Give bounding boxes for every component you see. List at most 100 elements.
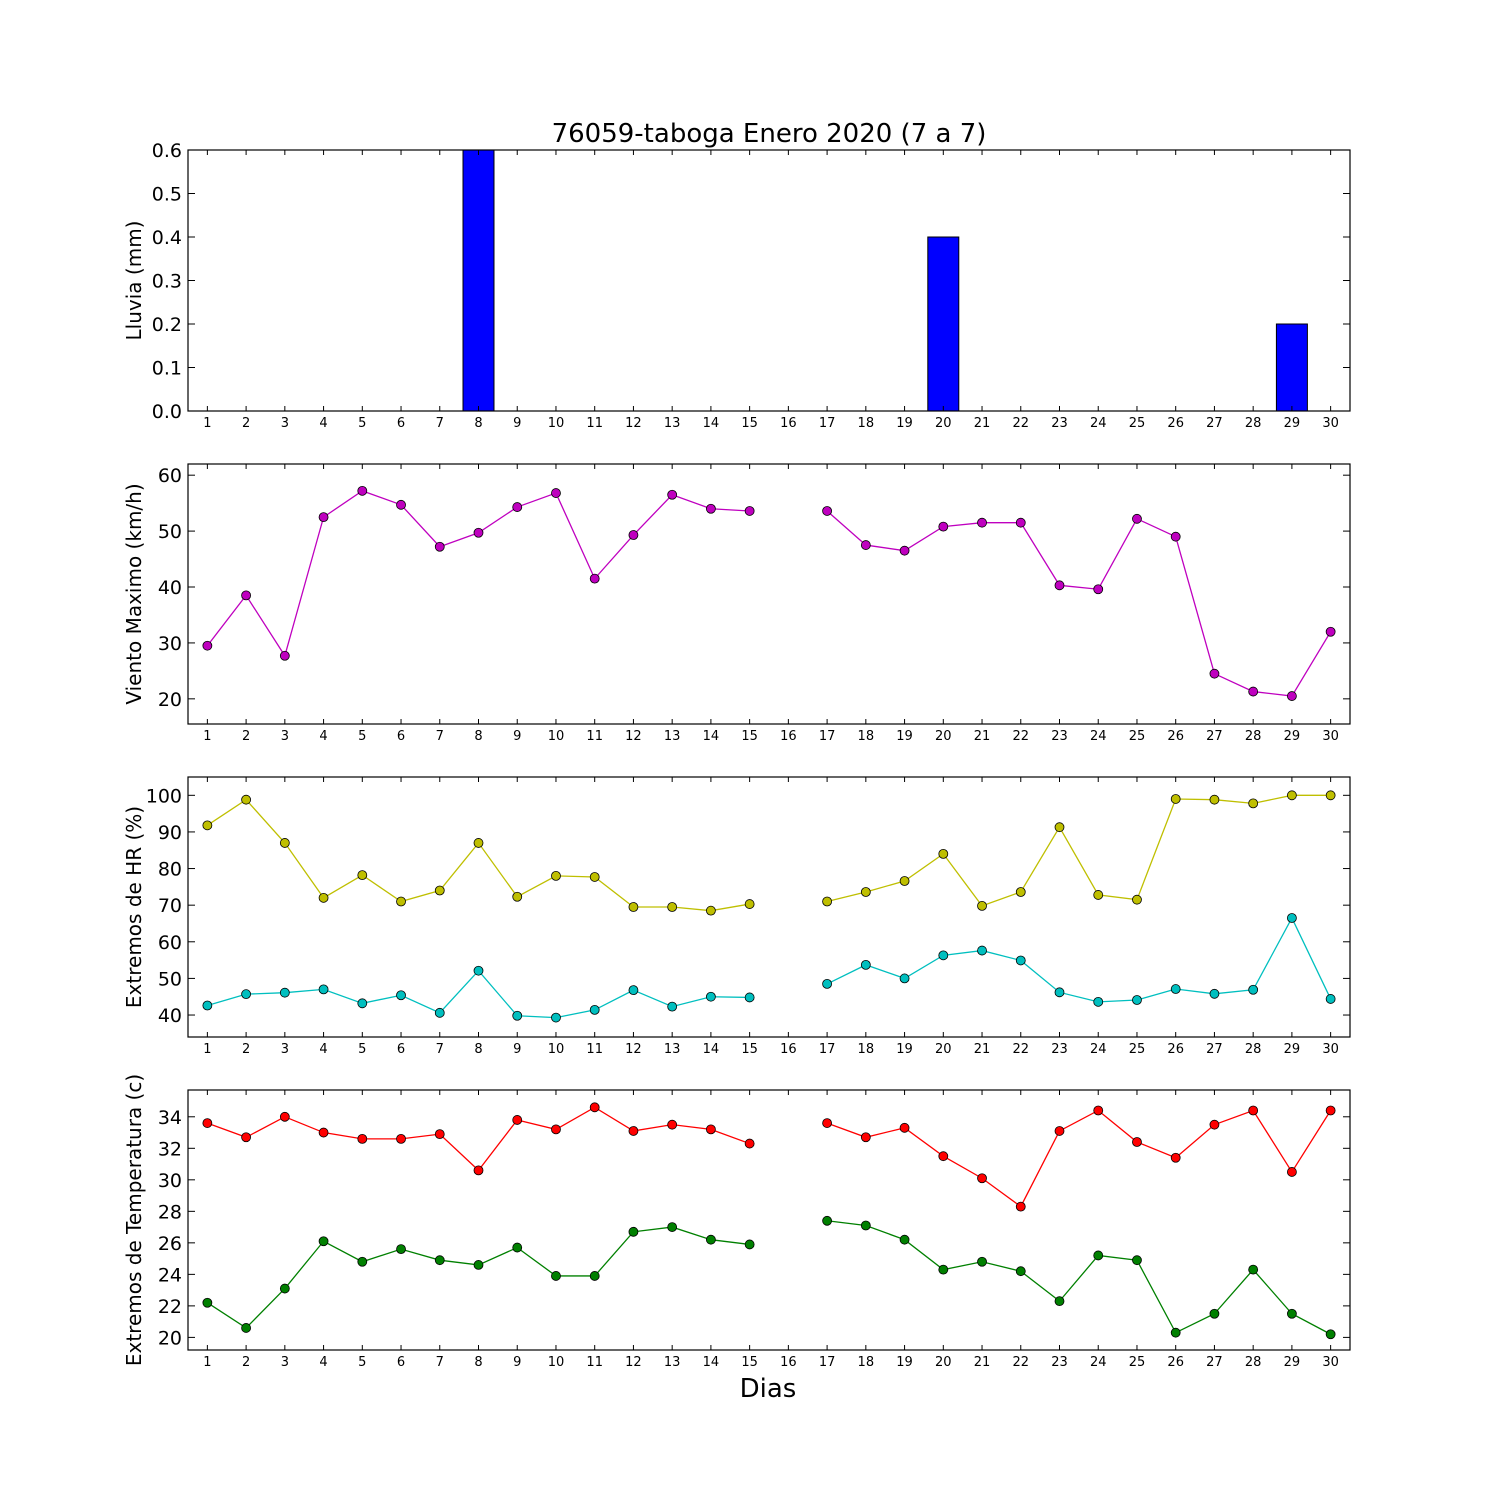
data-point-day-14 — [706, 1234, 716, 1245]
x-tick-label: 23 — [1051, 1355, 1068, 1370]
data-point-day-19 — [899, 545, 910, 556]
data-point-day-23 — [1054, 987, 1065, 998]
data-point-day-23 — [1054, 580, 1065, 591]
data-point-day-30 — [1325, 994, 1336, 1004]
x-tick-label: 4 — [319, 729, 327, 744]
data-point-day-2 — [241, 989, 252, 1000]
data-point-day-14 — [706, 991, 716, 1002]
series-1 — [202, 1102, 1336, 1212]
y-tick-label: 30 — [158, 1170, 182, 1192]
data-point-day-19 — [899, 1122, 910, 1133]
data-point-day-18 — [860, 540, 871, 550]
data-point-day-6 — [396, 499, 406, 510]
x-tick-label: 10 — [548, 729, 565, 744]
y-axis-label: Lluvia (mm) — [122, 221, 146, 341]
x-tick-label: 25 — [1129, 729, 1146, 744]
x-tick-label: 22 — [1012, 1355, 1029, 1370]
data-point-day-10 — [551, 488, 561, 498]
data-point-day-26 — [1170, 1152, 1181, 1163]
x-tick-label: 28 — [1245, 416, 1262, 431]
x-tick-label: 20 — [935, 1355, 952, 1370]
data-point-day-12 — [628, 902, 639, 912]
x-tick-label: 11 — [586, 1042, 603, 1057]
y-tick-label: 0.6 — [152, 140, 182, 162]
data-point-day-18 — [860, 1132, 871, 1143]
x-tick-label: 24 — [1090, 416, 1107, 431]
y-tick-label: 0.0 — [152, 401, 182, 423]
data-point-day-26 — [1170, 531, 1181, 542]
data-point-day-29 — [1287, 1308, 1297, 1319]
data-point-day-19 — [899, 973, 910, 984]
data-point-day-13 — [667, 1119, 678, 1130]
axes-frame — [187, 463, 1351, 725]
series-1 — [202, 485, 1336, 701]
data-point-day-7 — [434, 1255, 445, 1266]
data-point-day-14 — [706, 905, 716, 916]
x-tick-label: 1 — [203, 1042, 211, 1057]
data-point-day-1 — [202, 1000, 213, 1011]
x-tick-label: 5 — [358, 416, 366, 431]
y-tick-label: 0.2 — [152, 314, 182, 336]
data-point-day-1 — [202, 1118, 213, 1128]
data-point-day-10 — [551, 1124, 561, 1135]
data-point-day-23 — [1054, 1296, 1065, 1307]
y-tick-label: 40 — [158, 1005, 182, 1027]
data-point-day-25 — [1132, 513, 1142, 524]
x-tick-label: 10 — [548, 416, 565, 431]
series-line-1 — [826, 1109, 1332, 1208]
data-point-day-6 — [396, 1244, 406, 1255]
data-point-day-27 — [1209, 988, 1220, 999]
x-tick-label: 16 — [780, 416, 797, 431]
y-tick-label: 0.4 — [152, 227, 182, 249]
x-tick-label: 12 — [625, 729, 642, 744]
x-tick-label: 30 — [1322, 416, 1339, 431]
data-point-day-10 — [551, 870, 561, 881]
x-tick-label: 1 — [203, 729, 211, 744]
x-tick-label: 3 — [281, 1042, 289, 1057]
x-tick-label: 21 — [974, 729, 991, 744]
data-point-day-28 — [1248, 1264, 1259, 1275]
x-tick-label: 11 — [586, 729, 603, 744]
data-point-day-10 — [551, 1271, 561, 1281]
x-tick-label: 19 — [896, 1355, 913, 1370]
y-tick-label: 0.1 — [152, 358, 182, 380]
x-tick-label: 9 — [513, 1042, 521, 1057]
data-point-day-13 — [667, 489, 678, 500]
data-point-day-21 — [977, 901, 987, 911]
x-tick-label: 22 — [1012, 729, 1029, 744]
x-tick-label: 14 — [703, 1355, 720, 1370]
data-point-day-20 — [938, 849, 949, 859]
panel-2: 1 2 3 4 5 6 7 8 9 10 11 12 13 14 15 16 17 18 19 20 21 22 23 24 2… — [122, 463, 1351, 744]
x-tick-label: 8 — [474, 729, 482, 744]
y-tick-label: 40 — [158, 577, 182, 599]
x-tick-label: 5 — [358, 729, 366, 744]
series-line-1 — [826, 510, 1332, 697]
y-tick-label: 26 — [158, 1233, 182, 1255]
data-point-day-29 — [1287, 913, 1297, 923]
x-tick-label: 11 — [586, 416, 603, 431]
x-tick-label: 19 — [896, 1042, 913, 1057]
x-tick-label: 27 — [1206, 729, 1223, 744]
x-tick-label: 4 — [319, 1042, 327, 1057]
data-point-day-24 — [1093, 996, 1104, 1007]
x-tick-label: 1 — [203, 1355, 211, 1370]
axes-frame — [187, 1089, 1351, 1351]
y-tick-label: 30 — [158, 633, 182, 655]
x-tick-label: 18 — [858, 416, 875, 431]
x-tick-label: 21 — [974, 1355, 991, 1370]
data-point-day-1 — [202, 1297, 213, 1308]
data-point-day-11 — [589, 573, 600, 584]
data-point-day-24 — [1093, 1250, 1104, 1261]
data-point-day-19 — [899, 876, 910, 886]
chart-title: 76059-taboga Enero 2020 (7 a 7) — [552, 119, 987, 149]
x-tick-label: 19 — [896, 729, 913, 744]
data-point-day-27 — [1209, 794, 1220, 805]
x-tick-label: 24 — [1090, 1042, 1107, 1057]
data-point-day-20 — [938, 950, 949, 961]
y-tick-label: 28 — [158, 1201, 182, 1223]
data-point-day-28 — [1248, 984, 1259, 995]
x-tick-label: 13 — [664, 1355, 681, 1370]
bar-day-29 — [1275, 323, 1308, 412]
x-tick-label: 18 — [858, 729, 875, 744]
data-point-day-28 — [1248, 686, 1259, 697]
